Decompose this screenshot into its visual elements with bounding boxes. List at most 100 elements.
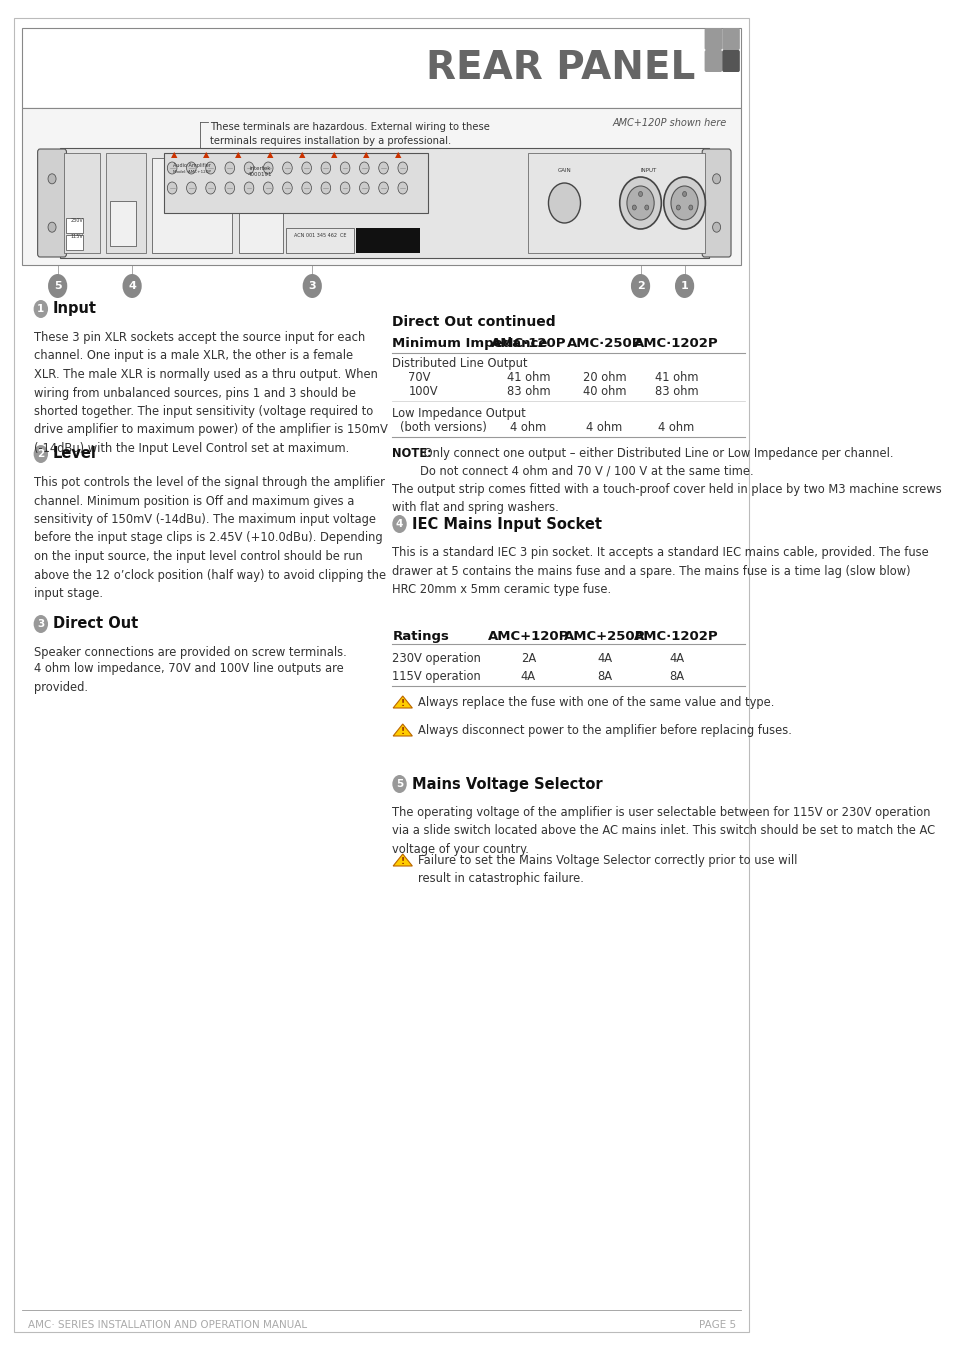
Text: 2A: 2A (520, 652, 536, 666)
Text: 41 ohm: 41 ohm (654, 371, 698, 383)
FancyBboxPatch shape (704, 28, 721, 50)
Circle shape (359, 182, 369, 194)
Circle shape (33, 300, 48, 319)
Text: 8A: 8A (668, 670, 683, 683)
Circle shape (340, 182, 350, 194)
Text: 2: 2 (37, 450, 45, 459)
FancyBboxPatch shape (704, 50, 721, 72)
Text: 8A: 8A (597, 670, 612, 683)
Circle shape (263, 182, 273, 194)
Circle shape (340, 162, 350, 174)
Circle shape (206, 162, 215, 174)
Circle shape (359, 162, 369, 174)
Text: These 3 pin XLR sockets accept the source input for each
channel. One input is a: These 3 pin XLR sockets accept the sourc… (33, 331, 387, 455)
Circle shape (378, 162, 388, 174)
Bar (106, 153, 146, 252)
Text: ▲: ▲ (234, 150, 241, 159)
Text: Failure to set the Mains Voltage Selector correctly prior to use will
result in : Failure to set the Mains Voltage Selecto… (417, 855, 797, 886)
Bar (23, 108, 740, 265)
Text: 4 ohm: 4 ohm (510, 421, 546, 433)
Text: ▲: ▲ (266, 150, 273, 159)
Bar (286, 228, 354, 252)
Text: INPUT: INPUT (639, 167, 656, 173)
Text: 70V: 70V (408, 371, 431, 383)
Text: Low Impedance Output: Low Impedance Output (392, 406, 525, 420)
Text: NOTE:: NOTE: (392, 447, 432, 460)
Circle shape (392, 775, 406, 792)
Circle shape (712, 174, 720, 184)
Text: !: ! (400, 726, 404, 736)
Circle shape (663, 177, 704, 230)
Circle shape (206, 182, 215, 194)
Circle shape (301, 182, 311, 194)
Circle shape (301, 162, 311, 174)
Bar (66, 217, 83, 234)
Text: AMC· SERIES INSTALLATION AND OPERATION MANUAL: AMC· SERIES INSTALLATION AND OPERATION M… (28, 1320, 307, 1330)
Text: Always replace the fuse with one of the same value and type.: Always replace the fuse with one of the … (417, 697, 774, 709)
Circle shape (392, 514, 406, 533)
Text: PAGE 5: PAGE 5 (698, 1320, 735, 1330)
Text: ACN 001 345 462  CE: ACN 001 345 462 CE (294, 234, 346, 238)
Text: IEC Mains Input Socket: IEC Mains Input Socket (411, 517, 601, 532)
Bar (60, 148, 708, 258)
Circle shape (167, 182, 176, 194)
Text: ▲: ▲ (362, 150, 369, 159)
Circle shape (676, 205, 679, 211)
Circle shape (244, 162, 253, 174)
Circle shape (48, 223, 56, 232)
Text: AMC·1202P: AMC·1202P (634, 338, 719, 350)
Text: 3: 3 (37, 620, 45, 629)
Text: 230V operation: 230V operation (392, 652, 480, 666)
Text: Level: Level (52, 447, 96, 462)
Circle shape (321, 162, 331, 174)
Circle shape (225, 162, 234, 174)
Bar (238, 158, 282, 252)
Text: Ratings: Ratings (392, 630, 449, 643)
FancyBboxPatch shape (37, 148, 67, 256)
Bar (528, 153, 704, 252)
Text: 230V: 230V (71, 217, 83, 223)
Text: (both versions): (both versions) (400, 421, 487, 433)
Circle shape (48, 274, 68, 298)
Circle shape (681, 192, 686, 197)
Circle shape (397, 162, 407, 174)
Text: 115V operation: 115V operation (392, 670, 480, 683)
Text: Direct Out: Direct Out (52, 617, 138, 632)
Circle shape (302, 274, 321, 298)
Bar (66, 235, 83, 250)
Circle shape (167, 162, 176, 174)
FancyBboxPatch shape (721, 50, 740, 72)
Circle shape (122, 274, 142, 298)
Circle shape (378, 182, 388, 194)
Text: The output strip comes fitted with a touch-proof cover held in place by two M3 m: The output strip comes fitted with a tou… (392, 483, 942, 514)
Text: 4 ohm: 4 ohm (658, 421, 694, 433)
Circle shape (321, 182, 331, 194)
Text: AMC+120P shown here: AMC+120P shown here (612, 117, 726, 128)
Circle shape (632, 205, 636, 211)
Circle shape (282, 162, 292, 174)
Text: AMC·250P: AMC·250P (566, 338, 641, 350)
Text: Minimum Impedance: Minimum Impedance (392, 338, 547, 350)
Bar (152, 158, 232, 252)
Text: Model: AMC+120P: Model: AMC+120P (173, 170, 211, 174)
Text: Input: Input (52, 301, 97, 316)
Circle shape (187, 162, 196, 174)
Circle shape (712, 223, 720, 232)
Text: 5: 5 (53, 281, 61, 292)
Text: AMC·120P: AMC·120P (490, 338, 566, 350)
Circle shape (688, 205, 692, 211)
Circle shape (282, 182, 292, 194)
Circle shape (638, 192, 642, 197)
Text: ▲: ▲ (331, 150, 336, 159)
Text: Only connect one output – either Distributed Line or Low Impedance per channel.
: Only connect one output – either Distrib… (420, 447, 893, 478)
Text: 40 ohm: 40 ohm (582, 385, 625, 398)
FancyBboxPatch shape (701, 148, 730, 256)
Text: Distributed Line Output: Distributed Line Output (392, 356, 527, 370)
Text: intertek
4000191: intertek 4000191 (248, 166, 273, 177)
Bar (64, 153, 100, 252)
Text: This is a standard IEC 3 pin socket. It accepts a standard IEC mains cable, prov: This is a standard IEC 3 pin socket. It … (392, 545, 928, 595)
Text: !: ! (400, 698, 404, 707)
Circle shape (48, 174, 56, 184)
Circle shape (626, 186, 654, 220)
Text: 4A: 4A (668, 652, 683, 666)
